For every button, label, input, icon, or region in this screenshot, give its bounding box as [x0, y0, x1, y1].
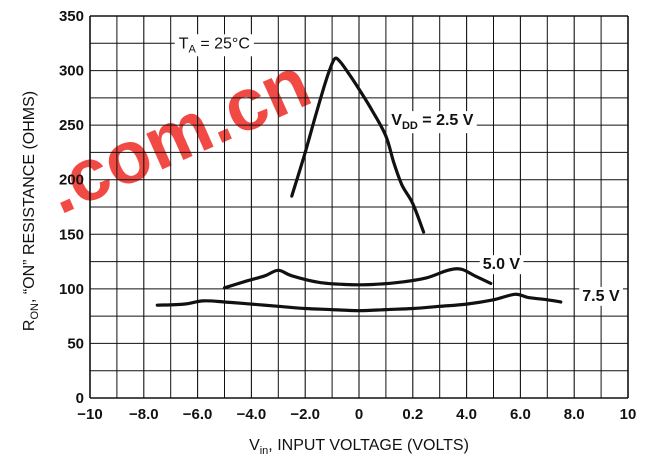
y-tick-labels: 0 50 100 150 200 250 300 350 — [59, 8, 84, 407]
x-tick-label: 10 — [620, 406, 637, 423]
x-tick-label: −6.0 — [183, 406, 213, 423]
y-axis-title-main: R — [21, 320, 38, 332]
x-tick-label: −2.0 — [290, 406, 320, 423]
x-tick-label: 0 — [355, 406, 363, 423]
grid-layer — [89, 15, 629, 399]
series-label-background — [479, 255, 524, 275]
series-line-3 — [155, 292, 563, 313]
y-axis-title-rest: , “ON” RESISTANCE (OHMS) — [21, 91, 38, 303]
series-label-text: 5.0 V — [483, 256, 521, 273]
y-axis-title: RON, “ON” RESISTANCE (OHMS) — [21, 91, 41, 331]
series-label-text: 7.5 V — [582, 288, 620, 305]
series-label-main: 7.5 V — [582, 288, 620, 305]
series-line-1 — [290, 56, 426, 234]
x-tick-label: 4.0 — [456, 406, 477, 423]
annotation-background — [174, 34, 254, 57]
y-tick-label: 50 — [67, 335, 84, 352]
y-tick-label: 150 — [59, 226, 84, 243]
annotation-rest: = 25°C — [196, 35, 250, 52]
x-tick-label: 0.2 — [402, 406, 423, 423]
series-label-rest: = 2.5 V — [418, 112, 474, 129]
series-label-sub: DD — [402, 120, 418, 132]
series-label-2: 5.0 V — [479, 255, 524, 275]
y-tick-label: 350 — [59, 8, 84, 25]
series-label-main: V — [391, 112, 402, 129]
y-tick-label: 0 — [76, 390, 84, 407]
y-tick-label: 200 — [59, 172, 84, 189]
y-tick-label: 300 — [59, 63, 84, 80]
series-label-main: 5.0 V — [483, 256, 521, 273]
y-axis-title-sub: ON — [29, 303, 41, 320]
x-tick-label: −10 — [77, 406, 102, 423]
series-label-background — [388, 111, 477, 134]
series-label-3: 7.5 V — [579, 286, 623, 306]
series-line-2 — [222, 267, 493, 290]
x-axis-title-sub: in — [260, 445, 269, 457]
series-label-text: VDD = 2.5 V — [391, 112, 473, 132]
series-label-background — [579, 286, 623, 306]
series-label-1: VDD = 2.5 V — [388, 111, 477, 134]
y-tick-label: 100 — [59, 281, 84, 298]
annotation-sub: A — [189, 43, 197, 55]
series-layer — [155, 56, 563, 313]
x-tick-label: −4.0 — [237, 406, 267, 423]
annotation-main: T — [179, 35, 189, 52]
x-axis-title-rest: , INPUT VOLTAGE (VOLTS) — [268, 437, 469, 454]
x-tick-label: 8.0 — [564, 406, 585, 423]
x-tick-labels: −10 −8.0 −6.0 −4.0 −2.0 0 0.2 4.0 6.0 8.0 10 — [77, 406, 636, 423]
temperature-annotation: TA = 25°C — [179, 35, 250, 55]
y-tick-label: 250 — [59, 117, 84, 134]
x-axis-title-main: V — [249, 437, 260, 454]
x-tick-label: −8.0 — [129, 406, 159, 423]
series-labels: VDD = 2.5 V 5.0 V 7.5 V — [388, 111, 623, 306]
x-tick-label: 6.0 — [510, 406, 531, 423]
x-axis-title: Vin, INPUT VOLTAGE (VOLTS) — [249, 437, 469, 457]
